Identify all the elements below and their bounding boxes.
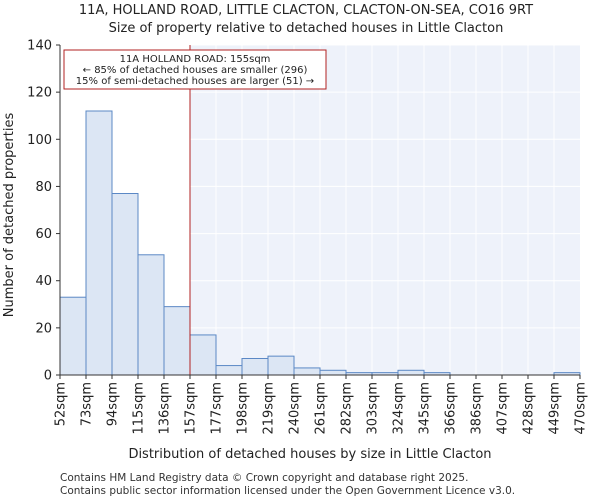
x-tick-label: 157sqm (184, 382, 199, 435)
x-tick-label: 73sqm (80, 382, 95, 426)
larger-region-shade (190, 45, 580, 375)
x-tick-label: 428sqm (522, 382, 537, 435)
annotation-box: 11A HOLLAND ROAD: 155sqm ← 85% of detach… (63, 49, 327, 90)
x-tick-label: 324sqm (392, 382, 407, 435)
footer-line2: Contains public sector information licen… (60, 485, 515, 497)
annotation-line2: ← 85% of detached houses are smaller (29… (83, 65, 308, 76)
y-tick-label: 120 (27, 86, 52, 101)
x-tick-label: 407sqm (496, 382, 511, 435)
bar-52sqm (59, 296, 87, 376)
y-axis-label: Number of detached properties (2, 113, 17, 318)
x-axis-label: Distribution of detached houses by size … (128, 447, 491, 462)
chart-title-line1: 11A, HOLLAND ROAD, LITTLE CLACTON, CLACT… (79, 3, 533, 18)
x-tick-label: 282sqm (340, 382, 355, 435)
x-tick-label: 386sqm (470, 382, 485, 435)
chart-title-line2: Size of property relative to detached ho… (109, 21, 504, 36)
bar-261sqm (319, 369, 347, 376)
bar-136sqm (163, 306, 191, 376)
x-tick-label: 240sqm (288, 382, 303, 435)
annotation-line3: 15% of semi-detached houses are larger (… (76, 76, 314, 87)
x-tick-label: 470sqm (574, 382, 589, 435)
y-tick-label: 0 (44, 369, 52, 384)
bar-157sqm (189, 334, 217, 376)
y-tick-label: 100 (27, 133, 52, 148)
x-tick-labels: 52sqm 73sqm 94sqm 115sqm 136sqm 157sqm 177sqm 1… (54, 375, 589, 435)
bar-115sqm (137, 254, 165, 376)
y-tick-label: 60 (35, 227, 52, 242)
x-tick-label: 449sqm (548, 382, 563, 435)
y-tick-labels: 0 20 40 60 80 100 120 140 (27, 39, 60, 384)
x-tick-label: 366sqm (444, 382, 459, 435)
x-tick-label: 136sqm (158, 382, 173, 435)
y-tick-label: 140 (27, 39, 52, 54)
annotation-line1: 11A HOLLAND ROAD: 155sqm (120, 54, 271, 65)
x-tick-label: 94sqm (106, 382, 121, 426)
bar-240sqm (293, 367, 321, 376)
y-tick-label: 20 (35, 321, 52, 336)
x-tick-label: 198sqm (236, 382, 251, 435)
x-tick-label: 177sqm (210, 382, 225, 435)
y-tick-label: 80 (35, 180, 52, 195)
bar-94sqm (111, 193, 139, 376)
annotation-border (63, 49, 327, 90)
bar-198sqm (241, 358, 269, 376)
x-tick-label: 345sqm (418, 382, 433, 435)
bars (59, 110, 581, 376)
x-tick-label: 261sqm (314, 382, 329, 435)
x-tick-label: 219sqm (262, 382, 277, 435)
x-tick-label: 115sqm (132, 382, 147, 435)
footer-line1: Contains HM Land Registry data © Crown c… (60, 472, 468, 484)
bar-219sqm (267, 355, 295, 376)
x-tick-label: 303sqm (366, 382, 381, 435)
y-tick-label: 40 (35, 274, 52, 289)
x-tick-label: 52sqm (54, 382, 69, 426)
bar-324sqm (397, 369, 425, 376)
bar-177sqm (215, 365, 243, 376)
bar-73sqm (85, 110, 113, 376)
